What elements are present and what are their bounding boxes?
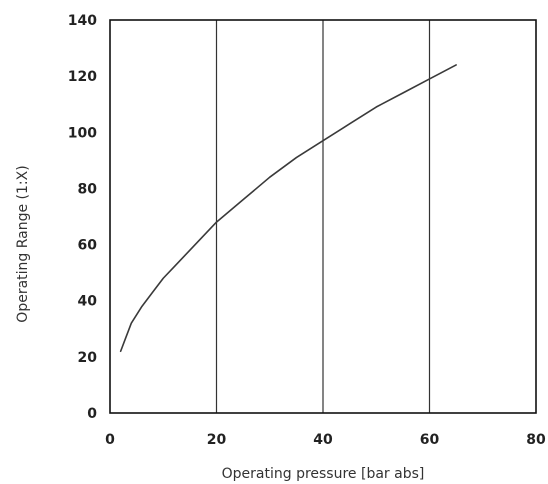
y-tick-label-40: 40 bbox=[78, 294, 98, 310]
series-line-0 bbox=[119, 64, 457, 353]
y-axis-title: Operating Range (1:X) bbox=[15, 165, 31, 322]
x-tick-label-80: 80 bbox=[526, 432, 546, 448]
y-tick-label-100: 100 bbox=[68, 125, 97, 141]
y-tick-label-80: 80 bbox=[78, 181, 98, 197]
y-tick-label-60: 60 bbox=[78, 238, 98, 254]
x-tick-label-60: 60 bbox=[420, 432, 440, 448]
series-layer bbox=[119, 64, 457, 353]
plot-frame bbox=[109, 19, 537, 414]
x-tick-labels: 0 20 40 60 80 bbox=[105, 432, 546, 448]
y-tick-label-0: 0 bbox=[87, 406, 97, 422]
x-tick-label-20: 20 bbox=[207, 432, 227, 448]
x-tick-label-40: 40 bbox=[313, 432, 333, 448]
y-tick-label-140: 140 bbox=[68, 13, 97, 29]
y-tick-label-120: 120 bbox=[68, 69, 97, 85]
y-tick-label-20: 20 bbox=[78, 350, 98, 366]
x-tick-label-0: 0 bbox=[105, 432, 115, 448]
plot-border bbox=[109, 19, 537, 414]
grid-lines bbox=[215, 20, 431, 413]
y-tick-labels: 0 20 40 60 80 100 120 140 bbox=[68, 13, 97, 422]
x-axis-title: Operating pressure [bar abs] bbox=[222, 466, 425, 482]
